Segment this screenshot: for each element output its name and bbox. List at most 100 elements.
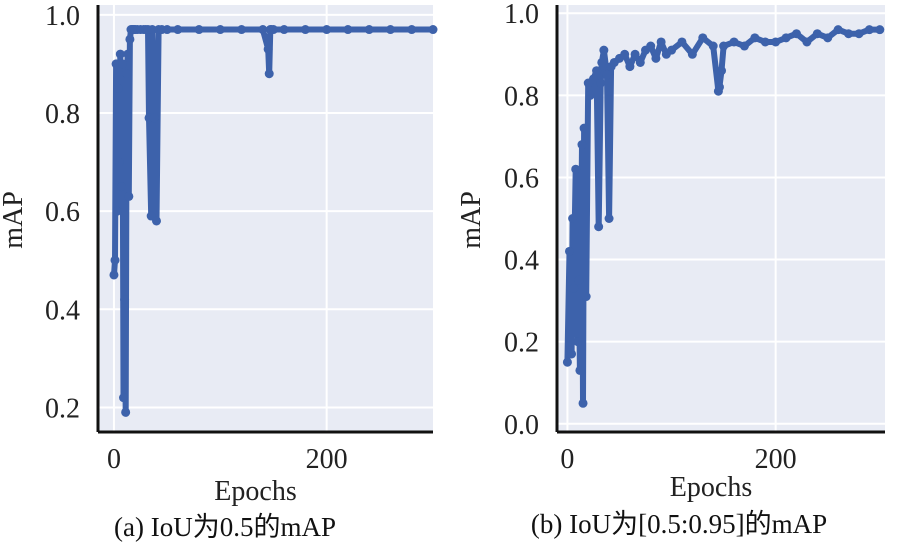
data-point — [364, 25, 374, 35]
y-tick-label: 0.8 — [504, 81, 539, 112]
data-point — [112, 206, 122, 216]
data-point — [385, 25, 395, 35]
data-point — [823, 33, 833, 43]
x-tick-label: 0 — [107, 444, 121, 475]
data-point — [698, 33, 708, 43]
data-point — [630, 49, 640, 59]
data-point — [568, 214, 578, 223]
data-point — [729, 37, 739, 47]
data-point — [109, 270, 119, 280]
data-point — [599, 45, 609, 55]
data-point — [708, 41, 718, 51]
chart-caption: (a) IoU为0.5的mAP — [114, 512, 336, 542]
data-point — [574, 275, 584, 285]
data-point — [596, 78, 606, 88]
data-point — [571, 164, 581, 174]
data-point — [573, 337, 583, 347]
data-point — [116, 182, 126, 192]
data-point — [577, 140, 587, 150]
y-tick-label: 0.8 — [45, 99, 80, 130]
y-tick-label: 0.6 — [45, 197, 80, 228]
data-point — [604, 214, 614, 223]
data-point — [771, 37, 781, 47]
x-axis-label: Epochs — [214, 476, 296, 507]
data-point — [854, 29, 864, 39]
chart-panel-1: 0.2 0.4 0.6 0.8 1.0 0 200 mAP Epochs (a) IoU为0.5的… — [0, 1, 438, 542]
data-point — [268, 25, 278, 35]
data-point — [625, 62, 635, 72]
data-point — [592, 66, 602, 76]
data-point — [114, 157, 124, 167]
data-point — [263, 44, 273, 54]
data-point — [581, 292, 591, 302]
y-axis-label: mAP — [456, 191, 487, 249]
y-tick-label: 0.4 — [45, 295, 80, 326]
data-point — [120, 294, 130, 304]
y-tick-label: 1.0 — [504, 0, 539, 30]
data-point — [750, 33, 760, 43]
data-point — [111, 59, 121, 69]
data-point — [802, 37, 812, 47]
data-point — [567, 349, 577, 359]
data-point — [760, 37, 770, 47]
data-point — [258, 25, 268, 35]
data-point — [875, 25, 885, 35]
x-tick-label: 0 — [560, 444, 574, 475]
y-tick-label: 0.2 — [45, 393, 80, 424]
y-tick-label: 0.2 — [504, 328, 539, 359]
data-point — [844, 29, 854, 39]
data-point — [569, 283, 579, 293]
y-axis-label: mAP — [0, 191, 29, 249]
data-point — [585, 90, 595, 100]
data-point — [833, 25, 843, 35]
data-point — [343, 25, 353, 35]
data-point — [149, 113, 159, 123]
data-point — [651, 53, 661, 63]
data-point — [279, 25, 289, 35]
data-point — [719, 41, 729, 51]
data-point — [162, 25, 172, 35]
data-point — [237, 25, 247, 35]
data-point — [562, 357, 572, 367]
data-point — [122, 69, 132, 79]
data-point — [620, 49, 630, 59]
data-point — [677, 37, 687, 47]
data-point — [602, 70, 612, 80]
data-point — [781, 33, 791, 43]
data-point — [791, 29, 801, 39]
data-point — [121, 407, 131, 417]
data-point — [194, 25, 204, 35]
data-point — [124, 191, 134, 201]
data-point — [714, 82, 724, 92]
data-point — [119, 393, 129, 403]
data-point — [579, 123, 589, 133]
data-point — [322, 25, 332, 35]
data-point — [864, 25, 874, 35]
data-point — [123, 49, 133, 59]
data-point — [151, 216, 161, 226]
chart-caption: (b) IoU为[0.5:0.95]的mAP — [531, 509, 827, 539]
data-point — [215, 25, 225, 35]
x-tick-label: 200 — [755, 444, 797, 475]
data-point — [407, 25, 417, 35]
data-point — [667, 45, 677, 55]
data-point — [115, 49, 125, 59]
data-point — [575, 365, 585, 375]
x-tick-label: 200 — [306, 444, 348, 475]
x-axis-label: Epochs — [670, 472, 752, 503]
data-point — [635, 57, 645, 67]
y-tick-label: 0.6 — [504, 163, 539, 194]
data-point — [117, 59, 127, 69]
y-tick-label: 0.4 — [504, 246, 539, 277]
data-point — [110, 255, 120, 265]
data-point — [717, 66, 727, 76]
chart-panel-2: 0.0 0.2 0.4 0.6 0.8 1.0 0 200 mAP Epochs (b) IoU为[… — [456, 0, 885, 539]
data-point — [300, 25, 310, 35]
data-point — [113, 83, 123, 93]
data-point — [125, 34, 135, 44]
data-point — [739, 41, 749, 51]
data-point — [147, 25, 157, 35]
y-tick-label: 0.0 — [504, 410, 539, 441]
y-tick-label: 1.0 — [45, 1, 80, 32]
